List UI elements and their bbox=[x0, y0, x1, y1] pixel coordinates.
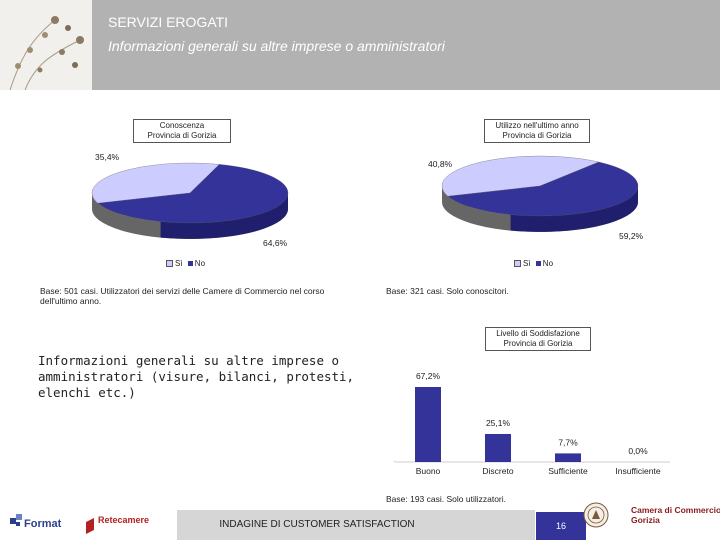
bar-title: Livello di Soddisfazione Provincia di Go… bbox=[485, 327, 591, 351]
pie1-legend: Sì No bbox=[166, 259, 205, 268]
flower-decoration-icon bbox=[0, 0, 92, 91]
pie1-title-line2: Provincia di Gorizia bbox=[147, 131, 217, 140]
retecamere-logo-text: Retecamere bbox=[98, 515, 150, 525]
bar-axis-dot: · bbox=[393, 459, 395, 465]
seal-icon bbox=[583, 502, 609, 528]
bar-category-label: Insufficiente bbox=[615, 466, 660, 476]
service-description: Informazioni generali su altre imprese o… bbox=[38, 353, 355, 400]
pie1-title-line1: Conoscenza bbox=[159, 121, 205, 130]
pie1-label-si: 35,4% bbox=[95, 152, 120, 162]
pie1-base-note: Base: 501 casi. Utilizzatori dei servizi… bbox=[40, 286, 325, 306]
page-title: SERVIZI EROGATI bbox=[108, 14, 229, 30]
pie2-label-si: 40,8% bbox=[428, 159, 453, 169]
legend-swatch-si bbox=[166, 260, 173, 268]
legend-label-si: Sì bbox=[175, 259, 183, 268]
pie1-slices bbox=[91, 162, 289, 239]
legend-label-no: No bbox=[542, 259, 554, 268]
pie2-side-no bbox=[510, 186, 638, 232]
bar-discreto bbox=[485, 433, 511, 462]
bar-marks: 67,2% Buono 25,1% Discreto 7,7% Sufficiente 0,… bbox=[415, 371, 661, 476]
pie2-title-line1: Utilizzo nell'ultimo anno bbox=[495, 121, 579, 130]
format-logo: Format bbox=[10, 512, 70, 538]
legend-swatch-no bbox=[535, 261, 541, 267]
bar-value-label: 7,7% bbox=[558, 437, 578, 447]
header-decoration bbox=[0, 0, 92, 91]
bar-base-note: Base: 193 casi. Solo utilizzatori. bbox=[386, 494, 507, 504]
pie2-chart bbox=[441, 155, 639, 232]
pie2-slice-si bbox=[441, 155, 600, 197]
legend-label-si: Sì bbox=[523, 259, 531, 268]
camera-commercio-logo: Camera di Commercio Gorizia bbox=[583, 498, 720, 538]
pie1-label-no: 64,6% bbox=[263, 238, 288, 248]
camera-logo-line1: Camera di Commercio bbox=[631, 505, 720, 515]
pie2-label-no: 59,2% bbox=[619, 231, 644, 241]
pie2-slice-no bbox=[447, 161, 639, 217]
bar-chart: · 67,2% Buono 25,1% Discreto 7,7% Sufficiente… bbox=[393, 371, 670, 476]
pie2-title: Utilizzo nell'ultimo anno Provincia di G… bbox=[484, 119, 590, 143]
camera-logo-line2: Gorizia bbox=[631, 515, 660, 525]
page-number: 16 bbox=[536, 512, 586, 540]
bar-value-label: 25,1% bbox=[486, 418, 511, 428]
bar-value-label: 67,2% bbox=[416, 371, 441, 381]
pie1-title: Conoscenza Provincia di Gorizia bbox=[133, 119, 231, 143]
bar-title-line1: Livello di Soddisfazione bbox=[496, 329, 580, 338]
pie1-chart bbox=[91, 162, 289, 239]
bar-title-line2: Provincia di Gorizia bbox=[503, 339, 573, 348]
bar-buono bbox=[415, 387, 441, 462]
pie2-base-note: Base: 321 casi. Solo conoscitori. bbox=[386, 286, 509, 296]
header-bar: SERVIZI EROGATI Informazioni generali su… bbox=[0, 0, 720, 91]
bar-sufficiente bbox=[555, 453, 581, 462]
pie2-slices bbox=[441, 155, 639, 232]
format-logo-icon bbox=[10, 514, 22, 526]
footer-bar: INDAGINE DI CUSTOMER SATISFACTION bbox=[177, 510, 535, 540]
bar-value-label: 0,0% bbox=[628, 446, 648, 456]
bar-category-label: Discreto bbox=[482, 466, 513, 476]
legend-label-no: No bbox=[194, 259, 206, 268]
retecamere-logo: Retecamere bbox=[84, 512, 154, 538]
retecamere-logo-icon bbox=[86, 518, 94, 534]
legend-swatch-si bbox=[514, 260, 521, 268]
footer-title: INDAGINE DI CUSTOMER SATISFACTION bbox=[219, 519, 415, 530]
page-subtitle: Informazioni generali su altre imprese o… bbox=[108, 38, 445, 54]
pie1-side-no bbox=[160, 193, 288, 239]
bar-category-label: Buono bbox=[416, 466, 441, 476]
pie1-slice-no bbox=[97, 164, 289, 224]
legend-swatch-no bbox=[187, 261, 193, 267]
pie2-legend: Sì No bbox=[514, 259, 553, 268]
pie2-title-line2: Provincia di Gorizia bbox=[502, 131, 572, 140]
bar-category-label: Sufficiente bbox=[548, 466, 588, 476]
format-logo-text: Format bbox=[24, 518, 62, 530]
